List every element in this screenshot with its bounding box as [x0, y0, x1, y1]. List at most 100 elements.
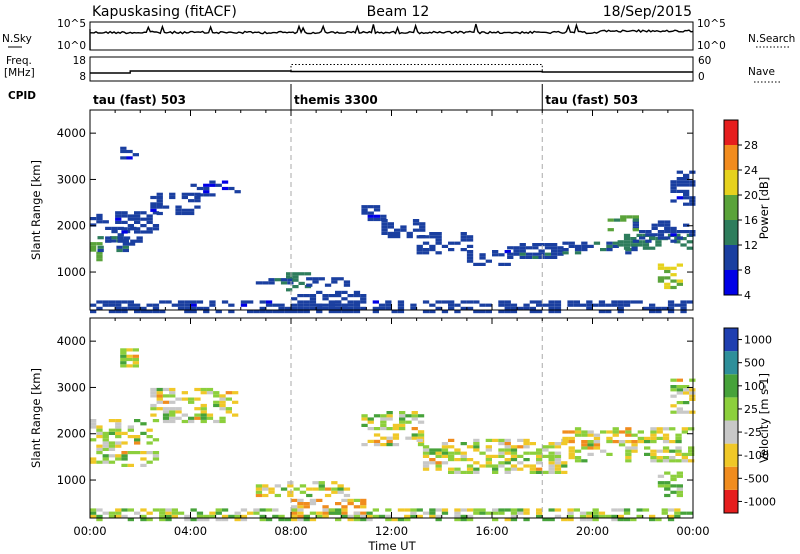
power-cell [466, 300, 474, 304]
velocity-cell [473, 508, 480, 512]
power-cell [287, 278, 294, 282]
power-cell [360, 294, 367, 298]
velocity-cell [676, 474, 683, 478]
power-cell [253, 310, 260, 314]
nave-label: Nave [748, 66, 775, 78]
power-panel: 1000 2000 3000 4000 Slant Range [km] 28 24 20… [29, 109, 771, 314]
velocity-cell [510, 458, 518, 462]
velocity-cell [554, 514, 562, 518]
power-cell [504, 262, 511, 266]
velocity-cell [670, 385, 677, 389]
velocity-cell [152, 438, 160, 442]
power-cell [309, 306, 317, 310]
velocity-cell [504, 448, 511, 452]
velocity-cell [676, 493, 683, 498]
velocity-cell [667, 518, 675, 522]
power-cell [181, 211, 188, 216]
velocity-cell [637, 436, 644, 440]
power-cell [115, 217, 122, 221]
y-tick-label: 3000 [57, 380, 86, 394]
velocity-cell [165, 514, 172, 518]
velocity-cell [181, 397, 188, 401]
velocity-cell [259, 508, 266, 512]
power-cell [630, 243, 637, 247]
velocity-cell [181, 413, 188, 417]
power-cell [297, 300, 304, 304]
colorbar-swatch [724, 351, 738, 375]
power-cell [209, 303, 216, 307]
power-cell [134, 217, 141, 221]
power-cell [664, 269, 671, 274]
colorbar-frame [723, 327, 739, 514]
velocity-cell [625, 456, 632, 460]
power-cell [203, 310, 210, 314]
power-cell [416, 244, 423, 248]
power-cell [96, 213, 103, 217]
power-cell [181, 195, 188, 200]
power-cell [498, 303, 505, 307]
power-cell [683, 230, 690, 234]
velocity-cell [194, 416, 201, 420]
colorbar-swatch [724, 374, 738, 398]
power-cell [272, 303, 279, 307]
velocity-cell [335, 518, 342, 522]
power-cell [115, 306, 122, 310]
velocity-cell [466, 445, 474, 449]
power-cell [598, 303, 606, 307]
velocity-cell [504, 438, 511, 442]
velocity-cell [380, 427, 387, 431]
velocity-cell [504, 470, 511, 474]
velocity-cell [232, 413, 239, 417]
power-cell [525, 246, 533, 250]
velocity-cell [134, 511, 141, 515]
velocity-cell [115, 444, 122, 448]
power-cell [568, 244, 575, 248]
velocity-cell [337, 490, 344, 494]
velocity-cell [177, 511, 185, 515]
velocity-cell [367, 420, 374, 424]
power-cell [108, 300, 116, 304]
velocity-cell [150, 413, 157, 417]
power-cell [538, 252, 545, 256]
power-cell [606, 248, 613, 252]
velocity-cell [689, 388, 696, 392]
colorbar-swatch [724, 170, 738, 195]
velocity-cell [159, 514, 166, 518]
velocity-cell [612, 430, 619, 434]
power-cell [429, 235, 436, 239]
velocity-cell [410, 511, 417, 515]
velocity-cell [676, 385, 683, 389]
velocity-cell [536, 508, 543, 512]
x-tick-label: 04:00 [174, 524, 207, 538]
velocity-cell [454, 467, 461, 471]
velocity-cell [675, 452, 682, 456]
velocity-cell [587, 440, 594, 444]
velocity-cell [386, 443, 393, 447]
power-cell [683, 177, 690, 181]
velocity-cell [561, 464, 568, 468]
power-cell [630, 300, 637, 304]
power-cell [378, 306, 386, 310]
velocity-cell [162, 407, 170, 411]
velocity-cell [265, 518, 273, 522]
velocity-cell [102, 454, 109, 458]
power-cell [169, 195, 176, 200]
power-cell [632, 215, 639, 219]
velocity-cell [255, 493, 263, 498]
power-cell [683, 193, 690, 197]
power-cell [642, 306, 650, 310]
velocity-cell [215, 511, 222, 515]
power-cell [159, 310, 166, 314]
velocity-cell [548, 445, 555, 449]
velocity-cell [473, 442, 480, 446]
velocity-cell [510, 445, 518, 449]
power-cell [689, 202, 696, 206]
velocity-cell [156, 387, 163, 392]
velocity-cell [380, 414, 387, 418]
velocity-cell [140, 451, 147, 455]
power-cell [670, 239, 677, 243]
colorbar-tick-label: 28 [744, 139, 758, 152]
velocity-cell [554, 442, 562, 446]
cpid-row: CPID tau (fast) 503 themis 3300 tau (fast)… [8, 84, 638, 110]
velocity-cell [485, 438, 492, 442]
